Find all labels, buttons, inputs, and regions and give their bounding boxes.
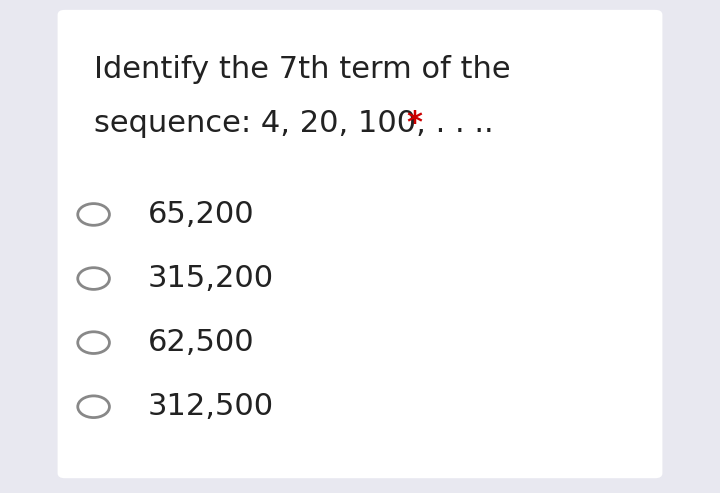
Text: Identify the 7th term of the: Identify the 7th term of the (94, 55, 510, 83)
Text: 65,200: 65,200 (148, 200, 254, 229)
Text: 312,500: 312,500 (148, 392, 274, 421)
FancyBboxPatch shape (58, 10, 662, 478)
Text: sequence: 4, 20, 100, . . ..: sequence: 4, 20, 100, . . .. (94, 109, 493, 138)
Text: 315,200: 315,200 (148, 264, 274, 293)
Text: 62,500: 62,500 (148, 328, 254, 357)
Text: *: * (407, 109, 423, 138)
